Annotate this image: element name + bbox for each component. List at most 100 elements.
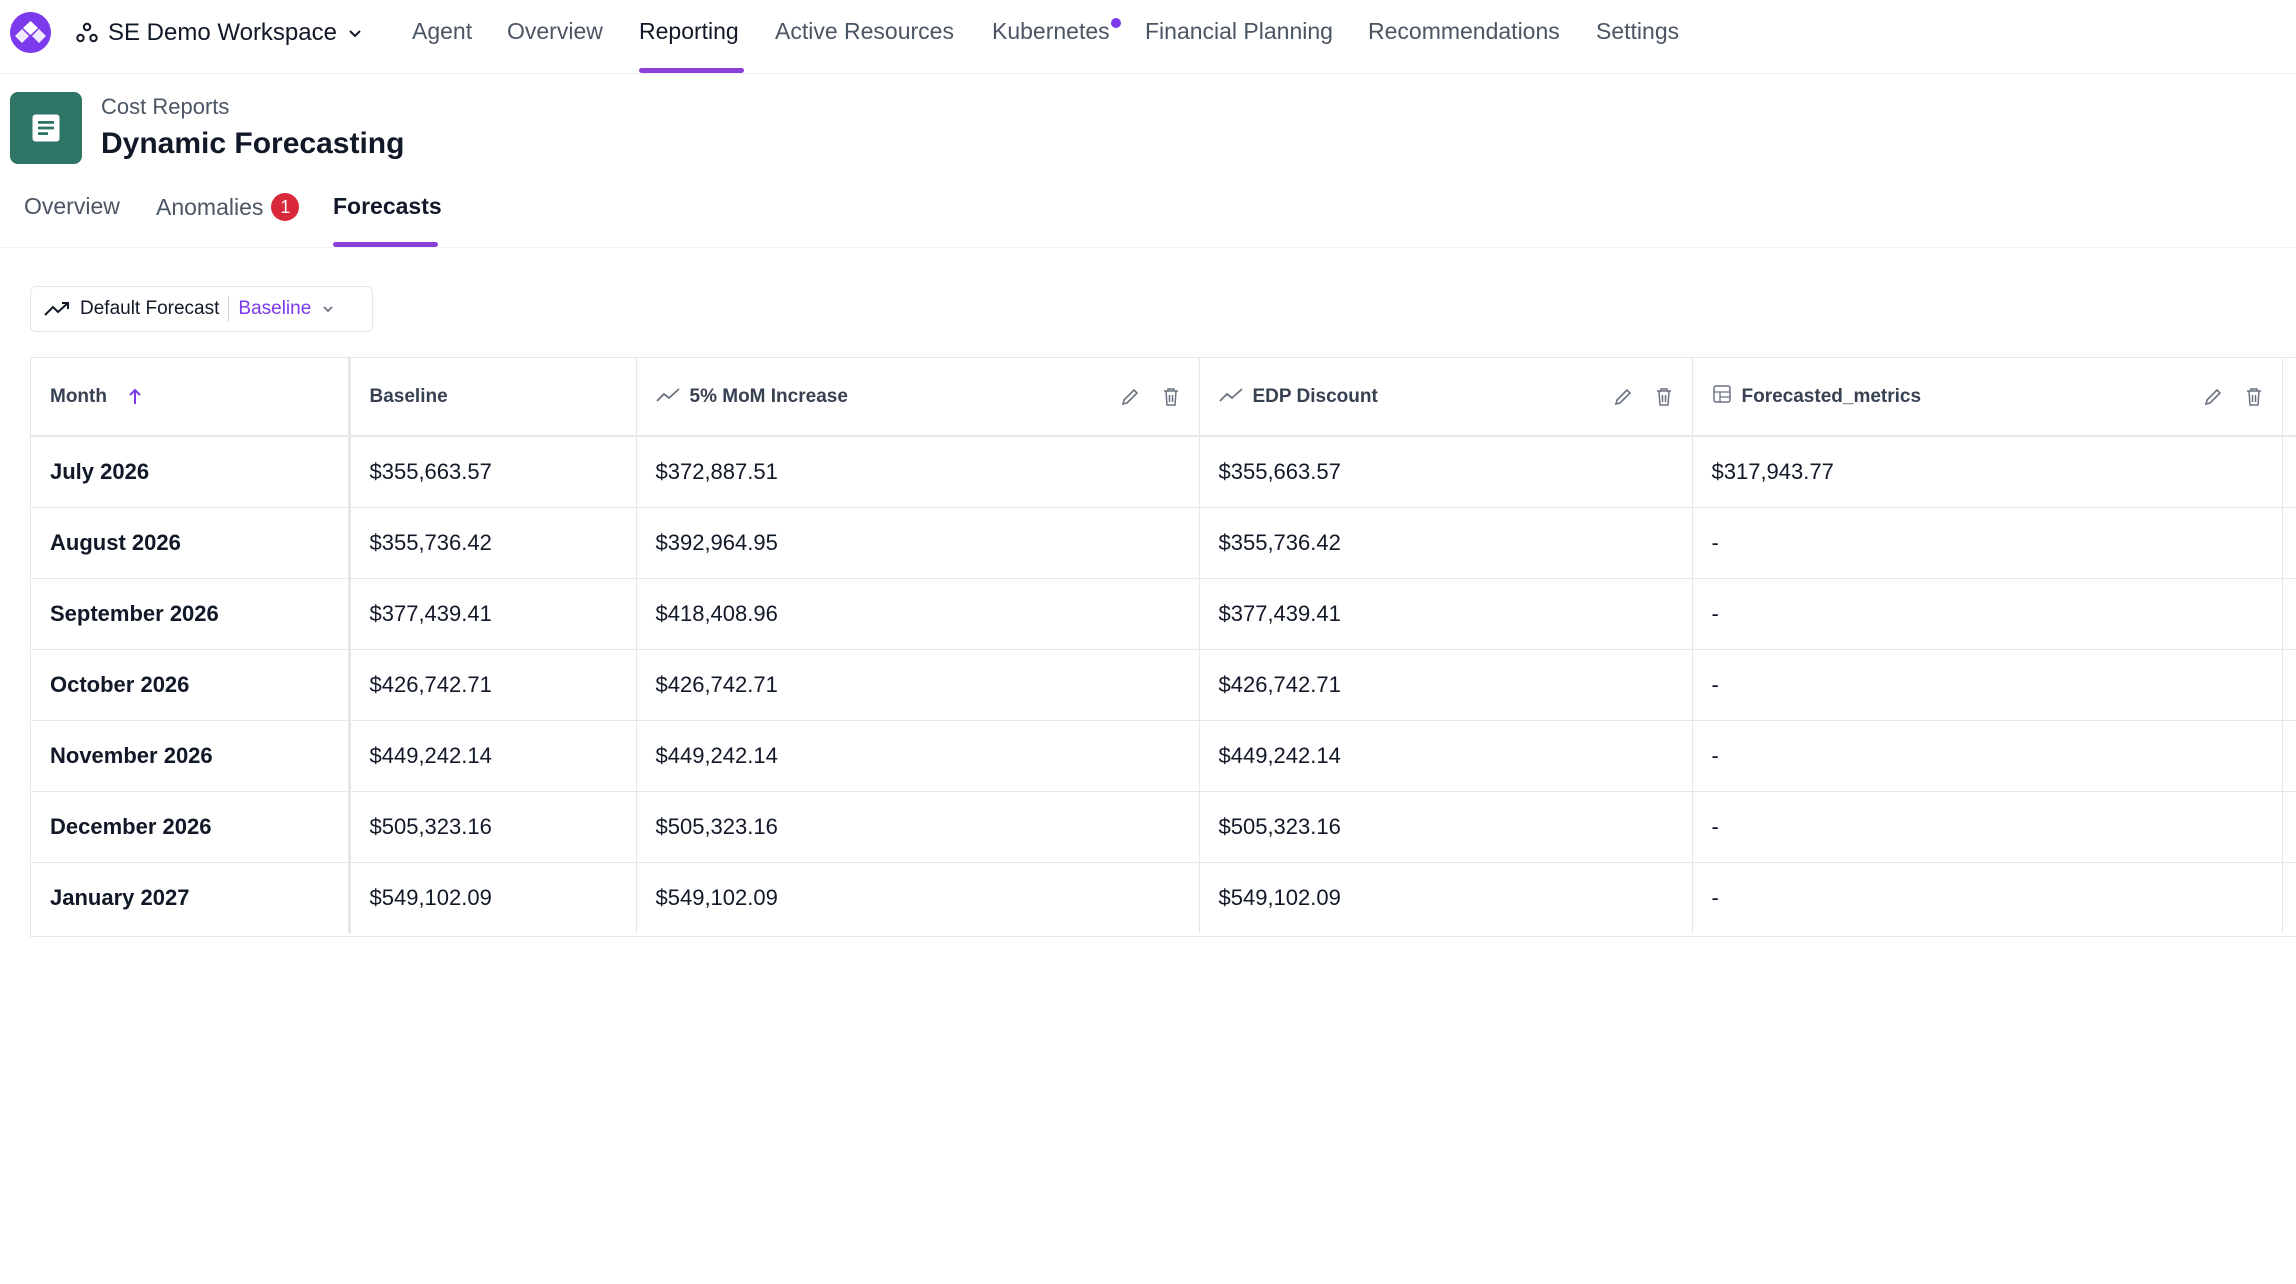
forecast-selector-value: Baseline — [238, 298, 312, 319]
nav-financial-planning[interactable]: Financial Planning — [1145, 18, 1333, 44]
cell-baseline: $505,323.16 — [349, 791, 637, 863]
divider — [228, 296, 230, 322]
cell-overflow — [2282, 862, 2296, 933]
table-row: January 2027 $549,102.09 $549,102.09 $54… — [31, 862, 2296, 933]
tab-forecasts[interactable]: Forecasts — [333, 193, 442, 220]
cell-month: December 2026 — [31, 791, 351, 863]
nav-active-indicator — [639, 68, 744, 73]
forecast-selector-label: Default Forecast — [80, 298, 220, 319]
tab-label: Forecasts — [333, 193, 442, 219]
workspace-nodes-icon — [76, 22, 98, 44]
cell-mom-increase: $449,242.14 — [636, 720, 1200, 792]
cell-baseline: $377,439.41 — [349, 578, 637, 650]
breadcrumb[interactable]: Cost Reports — [101, 94, 230, 119]
cell-edp-discount: $505,323.16 — [1199, 791, 1693, 863]
cell-baseline: $549,102.09 — [349, 862, 637, 933]
cell-month: January 2027 — [31, 862, 351, 933]
cell-overflow — [2282, 436, 2296, 508]
trash-icon[interactable] — [1655, 387, 1673, 407]
forecast-selector[interactable]: Default Forecast Baseline — [30, 286, 373, 332]
trash-icon[interactable] — [2245, 387, 2263, 407]
cell-mom-increase: $392,964.95 — [636, 507, 1200, 579]
column-label: EDP Discount — [1252, 385, 1378, 407]
table-row: October 2026 $426,742.71 $426,742.71 $42… — [31, 649, 2296, 721]
cell-overflow — [2282, 578, 2296, 650]
cell-month: November 2026 — [31, 720, 351, 792]
cell-month: August 2026 — [31, 507, 351, 579]
column-label: Baseline — [369, 385, 448, 407]
cell-month: October 2026 — [31, 649, 351, 721]
table-row: September 2026 $377,439.41 $418,408.96 $… — [31, 578, 2296, 650]
trend-icon — [1218, 386, 1243, 408]
column-label: Month — [50, 385, 107, 407]
cell-baseline: $449,242.14 — [349, 720, 637, 792]
cell-mom-increase: $549,102.09 — [636, 862, 1200, 933]
table-row: August 2026 $355,736.42 $392,964.95 $355… — [31, 507, 2296, 579]
cell-mom-increase: $426,742.71 — [636, 649, 1200, 721]
trash-icon[interactable] — [1162, 387, 1180, 407]
nav-overview[interactable]: Overview — [507, 18, 603, 44]
chevron-down-icon — [321, 302, 335, 316]
nav-agent[interactable]: Agent — [412, 18, 473, 44]
column-label: 5% MoM Increase — [689, 385, 848, 407]
column-header-month[interactable]: Month — [31, 358, 351, 437]
table-row: November 2026 $449,242.14 $449,242.14 $4… — [31, 720, 2296, 792]
cell-month: September 2026 — [31, 578, 351, 650]
cell-edp-discount: $549,102.09 — [1199, 862, 1693, 933]
page-title: Dynamic Forecasting — [101, 127, 405, 160]
column-header-baseline[interactable]: Baseline — [349, 358, 637, 437]
top-navigation: SE Demo Workspace Agent Overview Reporti… — [0, 0, 2296, 74]
cell-forecasted-metrics: $317,943.77 — [1692, 436, 2283, 508]
nav-active-resources[interactable]: Active Resources — [775, 18, 954, 44]
report-tabs: Overview Anomalies 1 Forecasts — [0, 190, 2296, 248]
report-document-icon — [10, 92, 82, 164]
cell-mom-increase: $505,323.16 — [636, 791, 1200, 863]
cell-overflow — [2282, 791, 2296, 863]
cell-baseline: $426,742.71 — [349, 649, 637, 721]
cell-forecasted-metrics: - — [1692, 649, 2283, 721]
sort-ascending-icon[interactable] — [127, 388, 143, 406]
anomaly-count-badge: 1 — [271, 193, 300, 221]
cell-overflow — [2282, 507, 2296, 579]
trend-up-icon — [44, 301, 70, 317]
forecast-table: Month Baseline — [30, 357, 2296, 937]
trend-icon — [655, 386, 680, 408]
cell-mom-increase: $418,408.96 — [636, 578, 1200, 650]
cell-forecasted-metrics: - — [1692, 578, 2283, 650]
cell-baseline: $355,663.57 — [349, 436, 637, 508]
nav-reporting[interactable]: Reporting — [639, 18, 739, 44]
cell-overflow — [2282, 720, 2296, 792]
cell-edp-discount: $449,242.14 — [1199, 720, 1693, 792]
workspace-name: SE Demo Workspace — [108, 19, 337, 46]
nav-kubernetes[interactable]: Kubernetes — [992, 18, 1110, 44]
cell-forecasted-metrics: - — [1692, 507, 2283, 579]
app-logo-icon[interactable] — [10, 12, 51, 53]
column-header-mom-increase[interactable]: 5% MoM Increase — [636, 358, 1200, 437]
column-header-overflow — [2282, 358, 2296, 437]
table-row: July 2026 $355,663.57 $372,887.51 $355,6… — [31, 436, 2296, 508]
cell-forecasted-metrics: - — [1692, 862, 2283, 933]
edit-pencil-icon[interactable] — [1120, 387, 1140, 407]
cell-edp-discount: $377,439.41 — [1199, 578, 1693, 650]
table-icon — [1712, 384, 1732, 410]
column-header-forecasted-metrics[interactable]: Forecasted_metrics — [1692, 358, 2283, 437]
cell-baseline: $355,736.42 — [349, 507, 637, 579]
edit-pencil-icon[interactable] — [1613, 387, 1633, 407]
tab-label: Anomalies — [156, 193, 264, 220]
chevron-down-icon — [347, 25, 363, 41]
table-header-row: Month Baseline — [31, 358, 2296, 437]
tab-anomalies[interactable]: Anomalies 1 — [156, 193, 300, 221]
cell-overflow — [2282, 649, 2296, 721]
table-row: December 2026 $505,323.16 $505,323.16 $5… — [31, 791, 2296, 863]
column-label: Forecasted_metrics — [1741, 385, 1922, 407]
cell-forecasted-metrics: - — [1692, 720, 2283, 792]
tab-overview[interactable]: Overview — [24, 193, 120, 220]
workspace-switcher[interactable]: SE Demo Workspace — [76, 18, 363, 48]
nav-settings[interactable]: Settings — [1596, 18, 1680, 44]
nav-recommendations[interactable]: Recommendations — [1368, 18, 1560, 44]
cell-edp-discount: $355,736.42 — [1199, 507, 1693, 579]
tab-label: Overview — [24, 193, 120, 219]
edit-pencil-icon[interactable] — [2203, 387, 2223, 407]
cell-edp-discount: $426,742.71 — [1199, 649, 1693, 721]
column-header-edp-discount[interactable]: EDP Discount — [1199, 358, 1693, 437]
